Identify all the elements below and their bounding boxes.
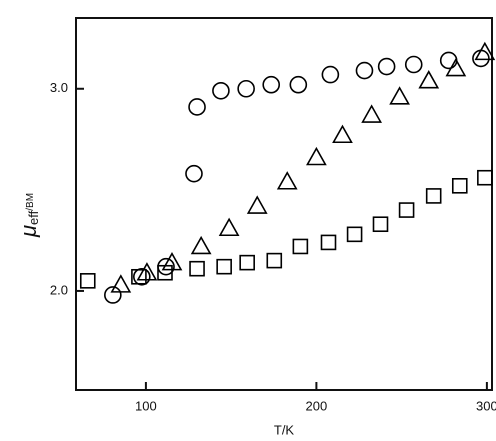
circle-marker: [439, 51, 458, 70]
square-marker: [451, 178, 468, 194]
circle-marker: [289, 75, 308, 94]
y-tick-label: 2.0: [50, 282, 68, 297]
circle-marker: [377, 57, 396, 76]
triangle-marker: [361, 104, 383, 123]
circle-marker: [404, 55, 423, 74]
triangle-marker: [389, 86, 410, 105]
circle-marker: [472, 49, 490, 68]
x-axis-label: T/K: [274, 422, 295, 437]
square-marker: [320, 234, 337, 251]
square-marker: [292, 238, 309, 255]
y-label-unit: /BM: [25, 193, 36, 211]
circle-marker: [355, 61, 374, 80]
circle-marker: [262, 75, 281, 94]
square-marker: [372, 216, 389, 233]
square-marker: [189, 260, 205, 277]
y-label-symbol: μ: [16, 225, 41, 238]
square-marker: [216, 258, 232, 275]
square-marker: [79, 273, 96, 289]
triangle-marker: [136, 262, 158, 281]
y-tick-label: 3.0: [50, 80, 68, 95]
triangle-marker: [474, 41, 496, 61]
x-tick-label: 100: [135, 398, 157, 413]
triangle-marker: [332, 124, 353, 144]
triangle-marker: [445, 57, 467, 77]
square-marker: [157, 264, 173, 281]
square-marker: [346, 226, 363, 243]
square-marker: [239, 254, 255, 271]
triangle-marker: [190, 235, 212, 255]
circle-marker: [237, 79, 255, 98]
square-marker: [477, 169, 493, 186]
triangle-marker: [418, 70, 440, 89]
triangle-marker: [218, 217, 240, 237]
circle-marker: [104, 286, 122, 304]
square-marker: [131, 268, 147, 285]
square-marker: [398, 202, 415, 218]
square-marker: [425, 188, 442, 204]
triangle-marker: [306, 146, 327, 166]
circle-marker: [321, 65, 340, 84]
plot-frame: [75, 17, 493, 391]
circle-marker: [133, 267, 151, 286]
y-axis-label: μeff/BM: [16, 193, 42, 238]
circle-marker: [212, 81, 230, 100]
x-tick-label: 300: [476, 398, 496, 413]
triangle-marker: [246, 195, 268, 214]
y-label-subscript: eff: [26, 210, 41, 225]
x-tick-label: 200: [306, 398, 328, 413]
circle-marker: [188, 98, 206, 116]
square-marker: [266, 252, 283, 269]
circle-marker: [185, 164, 203, 183]
triangle-marker: [110, 274, 132, 293]
triangle-marker: [276, 171, 298, 190]
